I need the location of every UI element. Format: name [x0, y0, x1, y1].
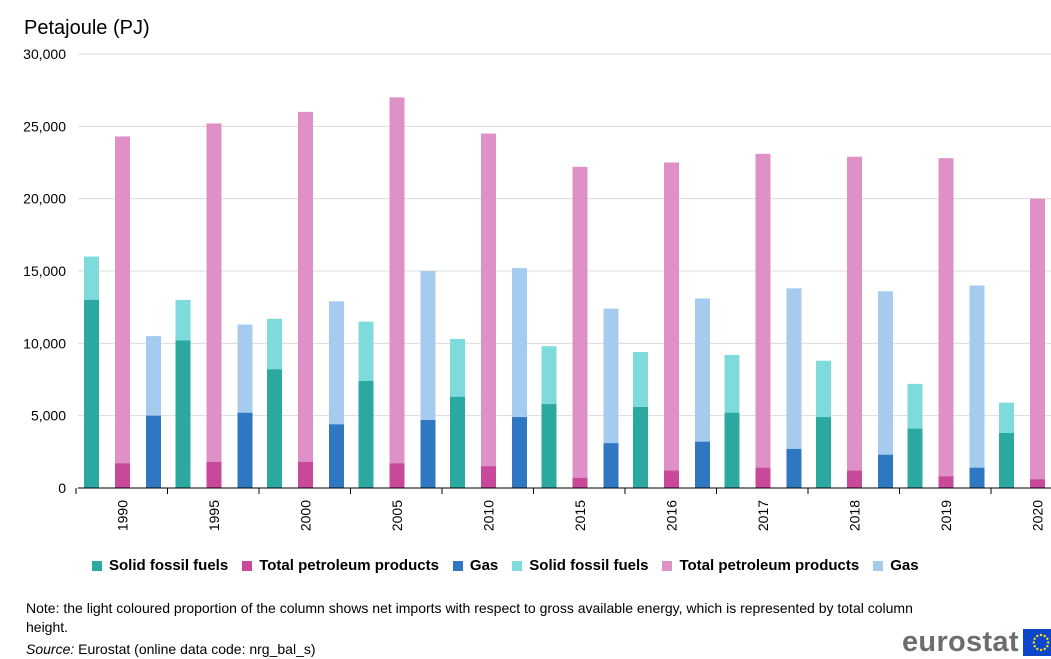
- x-tick-label: 2020: [1030, 500, 1046, 531]
- bar-total-petroleum-products-gross-available: [298, 111, 313, 488]
- bar-total-petroleum-products-net-imports: [1030, 479, 1045, 488]
- bar-total-petroleum-products-gross-available: [481, 133, 496, 489]
- bar-gas-net-imports: [512, 417, 527, 488]
- bar-solid-fossil-fuels-net-imports: [175, 340, 191, 488]
- x-tick-label: 2010: [481, 500, 497, 531]
- bar-gas-net-imports: [603, 443, 619, 488]
- legend-swatch: [873, 560, 884, 571]
- bar-total-petroleum-products-net-imports: [664, 470, 679, 488]
- bar-total-petroleum-products-gross-available: [847, 156, 862, 489]
- bar-gas-gross-available: [695, 298, 710, 488]
- legend-label: Solid fossil fuels: [529, 557, 649, 574]
- bar-total-petroleum-products-gross-available: [389, 97, 405, 489]
- legend-swatch: [92, 560, 102, 571]
- bar-gas-net-imports: [237, 412, 253, 488]
- bar-gas-gross-available: [786, 288, 802, 488]
- y-tick-label: 30,000: [23, 46, 66, 62]
- y-axis-ticks: 0 5,000 10,000 15,000 20,000 25,000 30,000: [23, 46, 66, 496]
- x-axis-ticks: 1990 1995 2000 2005 2010 2015 2016 2017 2018 2019…: [75, 488, 1046, 531]
- bar-gas-net-imports: [420, 420, 436, 488]
- bar-gas-net-imports: [786, 448, 802, 488]
- bar-total-petroleum-products-gross-available: [115, 136, 130, 488]
- bar-gas-gross-available: [969, 285, 985, 488]
- legend-item-solid-dark: Solid fossil fuels: [92, 557, 228, 574]
- y-tick-label: 5,000: [31, 408, 66, 424]
- bar-total-petroleum-products-net-imports: [389, 463, 405, 488]
- bar-total-petroleum-products-net-imports: [481, 466, 496, 488]
- legend-label: Gas: [890, 557, 919, 574]
- bar-solid-fossil-fuels-net-imports: [267, 369, 282, 488]
- y-tick-label: 25,000: [23, 118, 66, 134]
- bar-gas-net-imports: [969, 467, 985, 488]
- chart-note: Note: the light coloured proportion of t…: [26, 600, 913, 635]
- legend-item-gas-dark: Gas: [452, 557, 499, 574]
- bar-total-petroleum-products-net-imports: [572, 477, 588, 488]
- legend-label: Gas: [469, 557, 499, 574]
- bar-solid-fossil-fuels-net-imports: [907, 428, 923, 488]
- x-tick-label: 2000: [298, 500, 314, 531]
- x-tick-label: 2015: [572, 500, 588, 531]
- logo-text: eurostat: [902, 626, 1019, 658]
- legend-item-gas-light: Gas: [873, 557, 919, 574]
- bar-total-petroleum-products-net-imports: [298, 461, 313, 488]
- x-tick-label: 2017: [755, 500, 771, 531]
- x-tick-label: 2019: [938, 500, 954, 531]
- bar-total-petroleum-products-net-imports: [847, 470, 862, 488]
- bar-gas-net-imports: [695, 441, 710, 488]
- bar-total-petroleum-products-gross-available: [1030, 198, 1045, 488]
- bar-solid-fossil-fuels-net-imports: [724, 412, 740, 488]
- bar-gas-net-imports: [878, 454, 893, 488]
- legend-label: Solid fossil fuels: [109, 557, 229, 574]
- bar-total-petroleum-products-net-imports: [115, 463, 130, 488]
- bar-gas-net-imports: [146, 415, 161, 488]
- y-tick-label: 15,000: [23, 263, 66, 279]
- x-tick-label: 1995: [206, 500, 222, 531]
- bar-total-petroleum-products-gross-available: [938, 158, 954, 488]
- bar-total-petroleum-products-gross-available: [206, 123, 222, 488]
- legend-label: Total petroleum products: [259, 557, 439, 574]
- source-label: Source:: [26, 641, 75, 657]
- legend-swatch: [512, 560, 523, 571]
- y-tick-label: 10,000: [23, 335, 66, 351]
- bar-total-petroleum-products-gross-available: [664, 162, 679, 488]
- legend: Solid fossil fuels Total petroleum produ…: [92, 557, 933, 574]
- source-line: Source: Eurostat (online data code: nrg_…: [26, 640, 316, 658]
- bar-total-petroleum-products-net-imports: [938, 476, 954, 488]
- x-tick-label: 2005: [389, 500, 405, 531]
- bar-solid-fossil-fuels-net-imports: [84, 299, 99, 488]
- eu-flag-icon: [1022, 629, 1051, 656]
- x-tick-label: 2016: [664, 500, 680, 531]
- x-tick-label: 2018: [847, 500, 863, 531]
- bar-gas-net-imports: [329, 424, 344, 488]
- legend-swatch: [242, 560, 253, 571]
- legend-swatch: [452, 560, 463, 571]
- bar-solid-fossil-fuels-net-imports: [999, 433, 1014, 488]
- bar-solid-fossil-fuels-net-imports: [633, 406, 648, 488]
- y-tick-label: 0: [58, 480, 66, 496]
- legend-item-petroleum-light: Total petroleum products: [662, 557, 859, 574]
- y-axis-title: Petajoule (PJ): [24, 17, 150, 39]
- bar-total-petroleum-products-gross-available: [572, 166, 588, 488]
- bar-total-petroleum-products-gross-available: [755, 153, 771, 488]
- bar-total-petroleum-products-net-imports: [755, 467, 771, 488]
- eurostat-logo: eurostat: [902, 626, 1051, 659]
- y-tick-label: 20,000: [23, 191, 66, 207]
- bar-gas-gross-available: [878, 291, 893, 488]
- x-tick-label: 1990: [115, 500, 131, 531]
- bars: [84, 97, 1045, 489]
- bar-solid-fossil-fuels-net-imports: [541, 404, 557, 488]
- bar-solid-fossil-fuels-net-imports: [358, 380, 374, 488]
- source-text: Eurostat (online data code: nrg_bal_s): [74, 641, 316, 657]
- bar-solid-fossil-fuels-net-imports: [816, 417, 831, 488]
- legend-item-petroleum-dark: Total petroleum products: [242, 557, 439, 574]
- legend-item-solid-light: Solid fossil fuels: [512, 557, 648, 574]
- grid-lines: [78, 53, 1051, 417]
- bar-solid-fossil-fuels-net-imports: [450, 396, 465, 488]
- bar-total-petroleum-products-net-imports: [206, 461, 222, 488]
- legend-swatch: [662, 560, 673, 571]
- chart: Petajoule (PJ) 0 5,000 10,000 15,000 20,000 2…: [23, 17, 1051, 531]
- legend-label: Total petroleum products: [679, 557, 860, 574]
